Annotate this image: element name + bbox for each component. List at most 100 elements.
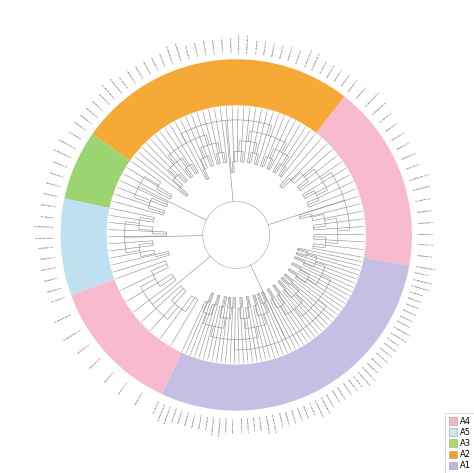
Text: AT2G85039.t1: AT2G85039.t1: [288, 45, 294, 61]
Text: AT1G30394.t2: AT1G30394.t2: [396, 320, 411, 329]
Text: AT5G40599.t2: AT5G40599.t2: [302, 404, 309, 419]
Text: CS_gene47554.A3: CS_gene47554.A3: [58, 138, 77, 149]
Text: AAS_98656.t1: AAS_98656.t1: [118, 76, 129, 89]
Text: AAS_97898.t1: AAS_97898.t1: [258, 415, 262, 431]
Text: AT1G87285.t1: AT1G87285.t1: [417, 255, 433, 258]
Text: MS_gene74806.t1: MS_gene74806.t1: [101, 84, 116, 100]
Text: AT2G82762.t1: AT2G82762.t1: [49, 171, 64, 177]
Text: CS_gene12924.t2: CS_gene12924.t2: [411, 284, 430, 291]
Text: CS_gene29116.A5: CS_gene29116.A5: [34, 226, 55, 228]
Text: AAS_98098.t1: AAS_98098.t1: [184, 44, 190, 60]
Text: CS_gene28290.t2: CS_gene28290.t2: [157, 402, 166, 421]
Text: AT4G28204.t1: AT4G28204.t1: [296, 406, 302, 421]
Text: CS_gene40188.t2: CS_gene40188.t2: [265, 414, 270, 434]
Text: AT3G95412.t1: AT3G95412.t1: [418, 233, 434, 235]
Text: AT5G32633.t1: AT5G32633.t1: [385, 122, 399, 131]
Text: AT4G97815.t1: AT4G97815.t1: [43, 193, 58, 198]
Text: AT4G24605.t1: AT4G24605.t1: [342, 383, 352, 396]
Text: AAS_60322.t1: AAS_60322.t1: [68, 131, 82, 140]
Text: AT5G81429.t1: AT5G81429.t1: [135, 391, 144, 405]
Text: MS_gene67785.t1: MS_gene67785.t1: [35, 236, 55, 239]
Text: CS_gene62466.t2: CS_gene62466.t2: [314, 399, 324, 417]
Text: AT1G45983.t2: AT1G45983.t2: [229, 37, 231, 53]
Text: AT4G60568.t1: AT4G60568.t1: [246, 417, 248, 432]
Text: AT1G13511.t2: AT1G13511.t2: [296, 48, 302, 63]
Text: AT4G87324.t1: AT4G87324.t1: [134, 65, 143, 79]
Text: AT2G93744.t1: AT2G93744.t1: [331, 390, 340, 404]
Text: AT2G62593.A4: AT2G62593.A4: [401, 152, 417, 160]
Text: CS_gene87107.t2: CS_gene87107.t2: [390, 331, 407, 343]
Text: AT1G37766.t1: AT1G37766.t1: [406, 164, 421, 170]
Wedge shape: [61, 198, 114, 295]
Text: AT4G15842.t1: AT4G15842.t1: [334, 68, 344, 82]
Wedge shape: [71, 279, 182, 394]
Text: MS_gene96498.A4: MS_gene96498.A4: [415, 266, 436, 271]
Text: AT1G79740.t2: AT1G79740.t2: [158, 53, 165, 68]
Text: AAS_24084.t1: AAS_24084.t1: [308, 402, 316, 416]
Text: AT5G92775.t2: AT5G92775.t2: [264, 39, 267, 55]
Text: AT4G14094.A4: AT4G14094.A4: [418, 221, 434, 224]
Text: MS_gene84322.t1: MS_gene84322.t1: [53, 149, 72, 158]
Text: AT1G28753.t2: AT1G28753.t2: [226, 417, 228, 432]
Text: AT5G94357.t2: AT5G94357.t2: [193, 42, 198, 57]
Text: AAS_95083.A4: AAS_95083.A4: [379, 112, 392, 123]
Text: AT5G37875.A5: AT5G37875.A5: [46, 287, 62, 293]
Text: MS_gene78348.t1: MS_gene78348.t1: [238, 33, 240, 53]
Text: AT5G49209.A3: AT5G49209.A3: [73, 121, 88, 131]
Text: AT4G61035.t1: AT4G61035.t1: [272, 41, 276, 57]
Text: AT2G12177.A4: AT2G12177.A4: [418, 244, 434, 246]
Text: MS_gene70344.t1: MS_gene70344.t1: [304, 48, 313, 67]
Text: AT1G98462.A5: AT1G98462.A5: [38, 247, 55, 249]
Text: AT1G88974.t2: AT1G88974.t2: [366, 362, 378, 374]
Text: AT2G72453.t1: AT2G72453.t1: [233, 417, 235, 433]
Text: MS_gene63891.t1: MS_gene63891.t1: [319, 396, 330, 414]
Text: AT3G37234.t2: AT3G37234.t2: [290, 408, 296, 424]
Text: MS_gene88050.t1: MS_gene88050.t1: [165, 45, 173, 65]
Text: AAS_94680.t1: AAS_94680.t1: [205, 415, 209, 430]
Text: AT3G23001.t2: AT3G23001.t2: [341, 73, 351, 87]
Text: AT2G98787.t1: AT2G98787.t1: [284, 410, 289, 426]
Text: MS_gene41217.t1: MS_gene41217.t1: [361, 366, 376, 382]
Text: AAS_78160.t1: AAS_78160.t1: [255, 39, 258, 54]
Text: AT2G33611.t1: AT2G33611.t1: [150, 57, 158, 71]
Text: CS_gene48336.t1: CS_gene48336.t1: [54, 313, 73, 323]
Text: CS_gene92151.t2: CS_gene92151.t2: [311, 52, 321, 70]
Text: AT3G77032.t2: AT3G77032.t2: [374, 352, 387, 363]
Text: AAS_46907.t1: AAS_46907.t1: [319, 59, 328, 74]
Text: AAS_38005.A4: AAS_38005.A4: [415, 197, 431, 202]
Text: AT3G50251.t1: AT3G50251.t1: [397, 142, 411, 150]
Text: MS_gene26902.A4: MS_gene26902.A4: [63, 329, 81, 341]
Text: AT2G37899.A4: AT2G37899.A4: [90, 358, 102, 369]
Text: MS_gene26957.t1: MS_gene26957.t1: [393, 326, 411, 337]
Text: AT2G48474.t1: AT2G48474.t1: [91, 100, 103, 111]
Text: AT2G51842.t1: AT2G51842.t1: [348, 79, 358, 92]
Text: AT5G77218.t2: AT5G77218.t2: [198, 413, 202, 429]
Text: AT5G85515.t2: AT5G85515.t2: [126, 70, 136, 84]
Text: AT4G98365.t1: AT4G98365.t1: [191, 412, 196, 428]
Wedge shape: [64, 134, 130, 208]
Text: AT3G52248.t2: AT3G52248.t2: [239, 417, 241, 433]
Text: AT4G79753.t1: AT4G79753.t1: [405, 303, 419, 310]
Text: AT5G64335.A5: AT5G64335.A5: [40, 204, 56, 208]
Text: AT4G16798.A4: AT4G16798.A4: [392, 131, 406, 141]
Text: CS_gene47251.t2: CS_gene47251.t2: [246, 34, 249, 53]
Text: AT5G57031.t2: AT5G57031.t2: [407, 297, 422, 304]
Text: MS_gene57873.A4: MS_gene57873.A4: [410, 173, 429, 181]
Text: MS_gene11632.t1: MS_gene11632.t1: [271, 413, 277, 433]
Text: AT5G74658.t2: AT5G74658.t2: [252, 416, 255, 432]
Text: CS_gene33287.t1: CS_gene33287.t1: [372, 100, 387, 114]
Text: AT3G21500.t1: AT3G21500.t1: [104, 370, 115, 383]
Text: AT5G52403.t2: AT5G52403.t2: [383, 342, 396, 352]
Text: CS_gene70875.t2: CS_gene70875.t2: [211, 415, 216, 435]
Text: MS_gene65230.t1: MS_gene65230.t1: [163, 404, 172, 424]
Text: AT4G71326.t1: AT4G71326.t1: [202, 40, 206, 56]
Text: AT3G72141.t2: AT3G72141.t2: [280, 43, 285, 59]
Text: AT4G16721.A4: AT4G16721.A4: [118, 381, 129, 395]
Text: AT3G69211.t2: AT3G69211.t2: [211, 39, 214, 54]
Text: AT2G59783.t1: AT2G59783.t1: [220, 38, 222, 53]
Text: CS_gene77955.t2: CS_gene77955.t2: [174, 43, 182, 62]
Text: AAS_74800.A4: AAS_74800.A4: [50, 297, 65, 304]
Text: AT4G53582.t1: AT4G53582.t1: [79, 114, 92, 124]
Text: AT2G85463.t1: AT2G85463.t1: [178, 409, 184, 424]
Text: MS_gene89080.t1: MS_gene89080.t1: [412, 278, 432, 285]
